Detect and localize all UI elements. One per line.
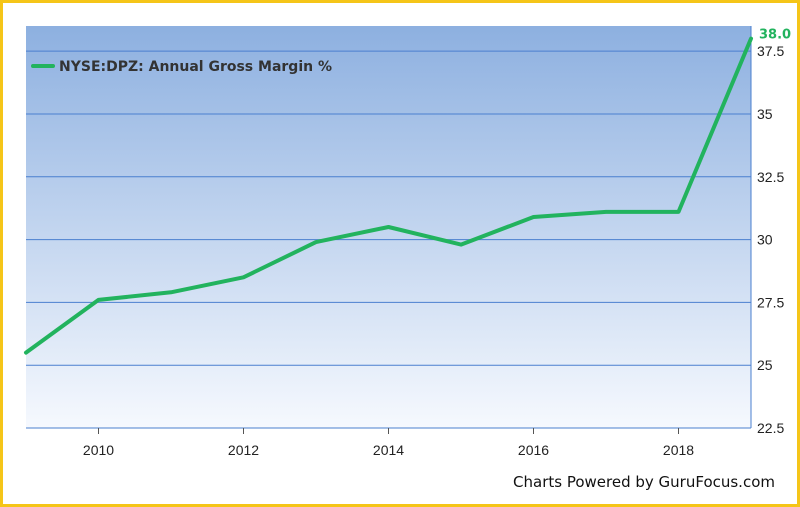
x-tick-label: 2018 [663,442,694,458]
y-tick-label: 27.5 [757,294,784,310]
x-tick-label: 2014 [373,442,404,458]
x-axis-tick-labels: 2010 2012 2014 2016 2018 [83,442,694,458]
end-value-label: 38.0 [759,28,791,43]
x-tick-label: 2016 [518,442,549,458]
grid-lines [26,26,752,429]
x-tick-label: 2010 [83,442,114,458]
y-tick-label: 30 [757,232,773,248]
end-label-group: 38.0 [759,28,791,43]
series-line [24,36,753,355]
y-tick-label: 22.5 [757,420,784,436]
y-tick-label: 35 [757,106,773,122]
x-tick-label: 2012 [228,442,259,458]
x-axis-ticks [98,428,679,434]
credit-text: Charts Powered by GuruFocus.com [513,473,775,491]
y-axis-tick-labels: 22.5 25 27.5 30 32.5 35 37.5 [757,43,784,436]
legend-label: NYSE:DPZ: Annual Gross Margin % [59,59,332,75]
legend: NYSE:DPZ: Annual Gross Margin % [31,59,332,75]
series-group [24,36,753,355]
y-tick-label: 37.5 [757,43,784,59]
y-tick-label: 32.5 [757,169,784,185]
y-tick-label: 25 [757,357,773,373]
